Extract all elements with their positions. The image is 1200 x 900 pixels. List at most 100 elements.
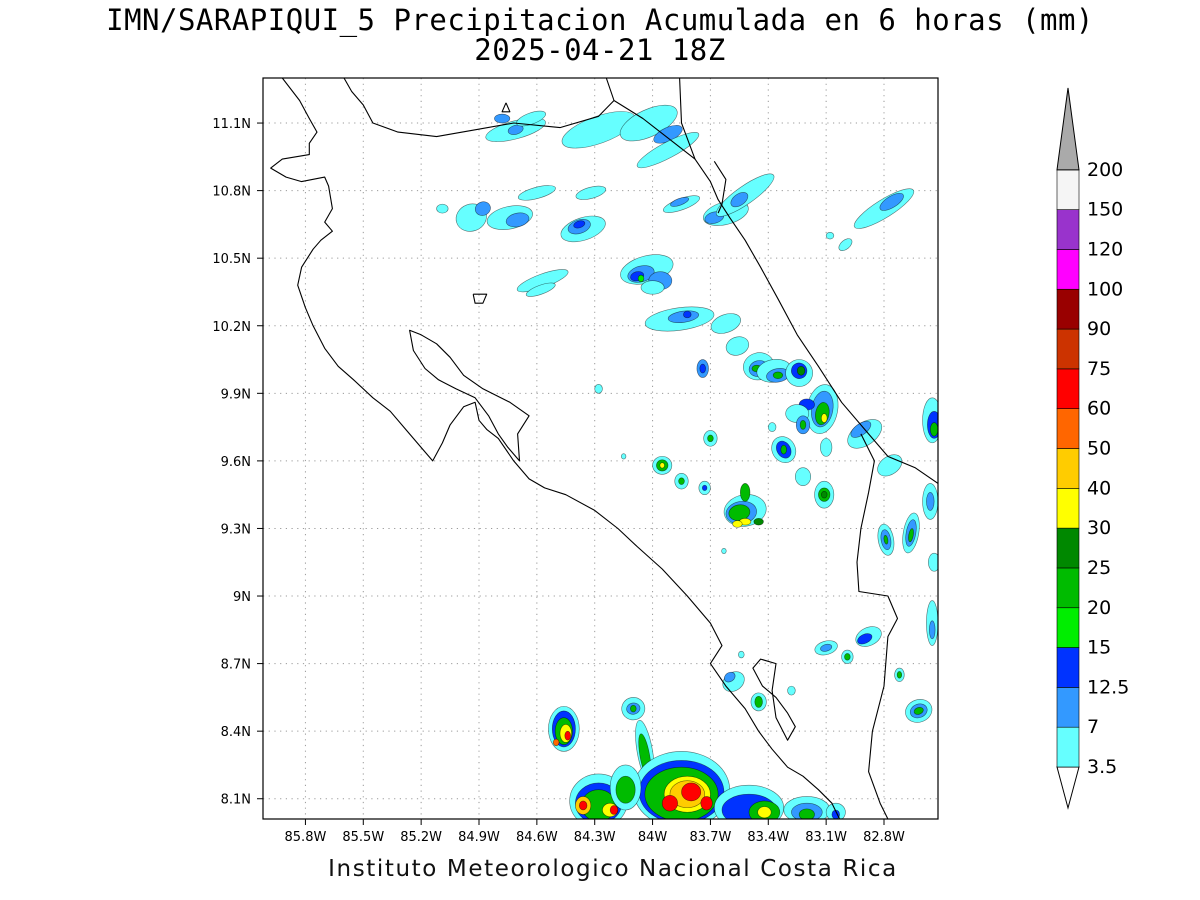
precip-cell: [738, 650, 745, 659]
precip-cell: [573, 220, 586, 229]
lat-tick-label: 9N: [233, 590, 251, 605]
precip-cell: [621, 453, 627, 460]
lon-tick-label: 83.1W: [805, 830, 847, 845]
precip-cell: [436, 203, 449, 214]
map-title: IMN/SARAPIQUI_5 Precipitacion Acumulada …: [106, 3, 1094, 37]
lon-tick-label: 84.3W: [574, 830, 616, 845]
precip-cell: [820, 438, 833, 457]
coastline: [613, 100, 938, 484]
colorbar-swatch: [1056, 527, 1080, 569]
precip-cell: [575, 185, 607, 200]
precip-cell: [681, 782, 702, 802]
colorbar-swatch: [1056, 368, 1080, 409]
precip-cell: [525, 282, 556, 297]
map-subtitle-date: 2025-04-21 18Z: [474, 33, 726, 67]
colorbar-label: 90: [1087, 318, 1111, 340]
lat-tick-label: 8.1N: [221, 793, 251, 808]
lon-tick-label: 82.8W: [863, 830, 905, 845]
colorbar-label: 25: [1087, 557, 1111, 579]
colorbar-label: 120: [1087, 238, 1123, 260]
lat-tick-label: 10.2N: [212, 320, 251, 335]
colorbar-swatch: [1056, 687, 1080, 728]
precip-cell: [928, 552, 938, 572]
precip-cell: [578, 800, 588, 811]
precip-cell: [794, 467, 812, 486]
colorbar-label: 75: [1087, 358, 1111, 380]
precip-cell: [683, 310, 692, 319]
precip-cell: [844, 653, 851, 661]
precip-cell: [796, 365, 806, 376]
colorbar-label: 20: [1087, 597, 1111, 619]
lon-tick-label: 85.2W: [400, 830, 442, 845]
precip-cell: [552, 738, 560, 747]
lon-tick-label: 84W: [638, 830, 668, 845]
coastline: [472, 293, 488, 304]
colorbar-top-arrow: [1056, 87, 1080, 171]
colorbar-swatch: [1056, 726, 1080, 768]
precip-cell: [721, 547, 727, 554]
precip-cell: [699, 363, 706, 374]
precip-cell: [926, 492, 935, 511]
lat-tick-label: 11.1N: [212, 117, 251, 132]
institution-credit: Instituto Meteorologico Nacional Costa R…: [328, 856, 898, 882]
lon-tick-label: 83.7W: [690, 830, 732, 845]
lat-tick-label: 8.7N: [221, 658, 251, 673]
colorbar-label: 200: [1087, 159, 1123, 181]
coastline: [501, 102, 511, 113]
precip-cell: [838, 238, 853, 252]
precip-cell: [609, 805, 619, 815]
precip-cell: [780, 444, 787, 455]
lon-tick-label: 85.8W: [285, 830, 327, 845]
colorbar-label: 60: [1087, 398, 1111, 420]
precip-cell: [879, 192, 904, 211]
precip-cell: [564, 730, 571, 741]
colorbar-label: 100: [1087, 278, 1123, 300]
precip-cell: [700, 796, 713, 811]
colorbar-swatch: [1056, 448, 1080, 489]
precip-cell: [821, 413, 828, 423]
precip-cell: [732, 520, 743, 528]
latitude-axis: 11.1N 10.8N 10.5N 10.2N 9.9N 9.6N 9.3N 9N 8.7N 8.…: [212, 117, 263, 808]
colorbar-swatch: [1056, 328, 1080, 370]
precip-cell: [724, 671, 736, 683]
precip-cell: [799, 420, 807, 430]
precip-cell: [883, 534, 889, 545]
precip-cell: [740, 483, 751, 502]
precip-cell: [896, 671, 903, 679]
colorbar-label: 30: [1087, 517, 1111, 539]
colorbar-label: 7: [1087, 716, 1099, 738]
coastline: [270, 78, 841, 819]
lon-tick-label: 85.5W: [342, 830, 384, 845]
precip-cell: [702, 484, 708, 491]
lon-tick-label: 83.4W: [747, 830, 789, 845]
precip-cell: [505, 212, 530, 228]
colorbar-swatch: [1056, 607, 1080, 648]
colorbar-bottom-arrow: [1056, 766, 1080, 810]
precip-cell: [640, 280, 665, 295]
precip-cell: [615, 775, 636, 804]
colorbar-swatch: [1056, 408, 1080, 449]
precip-cell: [661, 795, 678, 812]
colorbar-label: 150: [1087, 199, 1123, 221]
coastline: [343, 78, 615, 138]
precip-cell: [754, 695, 763, 708]
colorbar-swatch: [1056, 288, 1080, 330]
precip-cell: [753, 518, 764, 526]
precip-cell: [710, 313, 741, 334]
precip-cell: [757, 806, 772, 819]
precip-cell: [637, 274, 645, 283]
plot-frame: [262, 77, 939, 820]
colorbar-swatch: [1056, 647, 1080, 688]
precip-cell: [594, 384, 603, 394]
lat-tick-label: 9.9N: [221, 387, 251, 402]
coastline: [856, 433, 899, 819]
coastline: [752, 658, 796, 741]
lat-tick-label: 9.3N: [221, 522, 251, 537]
longitude-axis: 85.8W 85.5W 85.2W 84.9W 84.6W 84.3W 84W 83.7W 83…: [285, 819, 905, 845]
precip-cell: [670, 196, 690, 207]
precip-cell: [494, 113, 511, 124]
precip-cell: [659, 462, 665, 469]
lon-tick-label: 84.6W: [516, 830, 558, 845]
precip-cell: [787, 685, 796, 696]
